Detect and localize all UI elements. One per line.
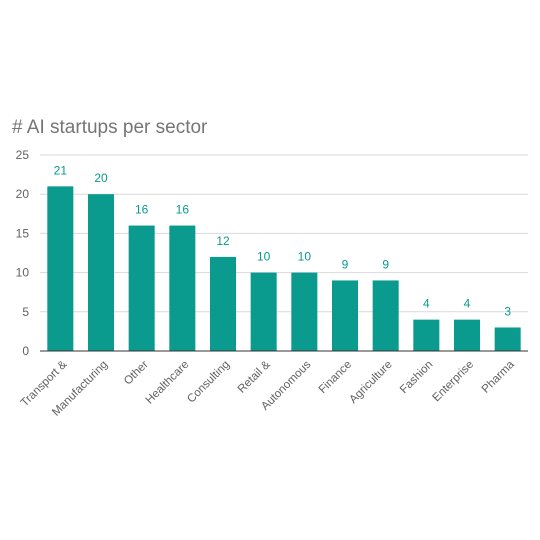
data-label: 4 <box>464 297 471 311</box>
x-category-label: Consulting <box>185 359 232 406</box>
y-tick-label: 20 <box>16 187 30 201</box>
bar <box>209 256 237 351</box>
data-label: 16 <box>135 203 149 217</box>
bar <box>87 194 115 351</box>
data-label: 9 <box>342 257 349 271</box>
data-label: 4 <box>423 297 430 311</box>
data-label: 10 <box>298 250 312 264</box>
x-axis-category-labels: Transport &Manufacturing OtherHealthcareC… <box>19 358 517 418</box>
x-category-label: Healthcare <box>144 359 192 407</box>
bar <box>453 319 481 351</box>
bar <box>47 186 74 351</box>
x-category-label: Fashion <box>398 359 435 396</box>
y-tick-label: 25 <box>16 148 30 162</box>
bar <box>169 225 196 351</box>
bars <box>47 186 521 351</box>
chart-title: # AI startups per sector <box>12 117 208 138</box>
data-label: 12 <box>216 234 230 248</box>
x-category-label: Pharma <box>480 358 517 395</box>
y-tick-label: 10 <box>16 266 30 280</box>
bar <box>413 319 440 351</box>
y-axis-tick-labels: 0 5 10 15 20 25 <box>16 148 30 358</box>
x-category-label: Retail & <box>236 358 273 395</box>
data-label: 21 <box>54 163 68 177</box>
data-label: 9 <box>382 257 389 271</box>
y-tick-label: 5 <box>22 305 29 319</box>
data-label: 20 <box>94 171 108 185</box>
bar <box>128 225 155 351</box>
bar <box>372 280 399 351</box>
x-category-label: Enterprise <box>431 359 477 405</box>
data-label: 3 <box>504 304 511 318</box>
bar <box>291 272 318 351</box>
y-tick-label: 15 <box>16 226 30 240</box>
bar <box>494 327 521 351</box>
data-label: 10 <box>257 250 271 264</box>
bar <box>331 280 359 351</box>
data-labels: 21 20 16 16 12 10 10 9 9 4 4 3 <box>54 163 512 318</box>
y-tick-label: 0 <box>22 344 29 358</box>
data-label: 16 <box>176 203 190 217</box>
bar <box>250 272 277 351</box>
x-category-label: Agriculture <box>347 359 394 406</box>
x-category-label: Finance <box>317 359 354 396</box>
x-category-label: Other <box>122 359 151 388</box>
gridlines <box>40 154 528 313</box>
